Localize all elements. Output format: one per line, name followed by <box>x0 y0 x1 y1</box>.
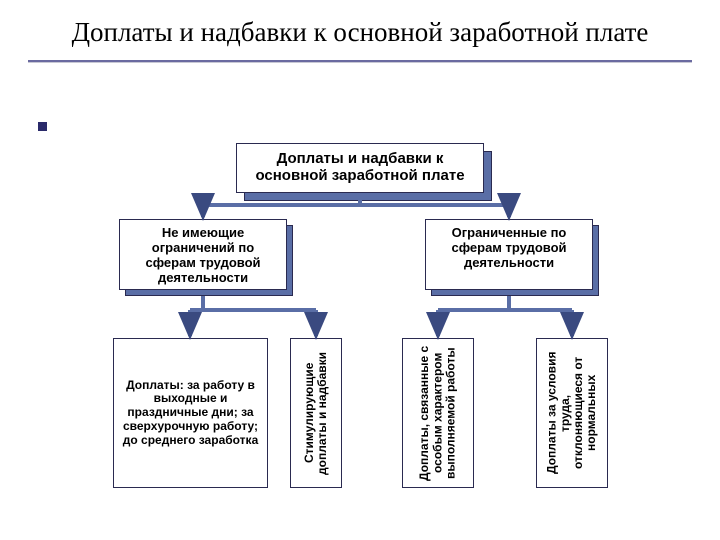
slide-title: Доплаты и надбавки к основной заработной… <box>0 0 720 50</box>
l2-left-box: Не имеющие ограничений по сферам трудово… <box>119 219 287 290</box>
title-underline <box>28 60 692 63</box>
leaf-1: Доплаты: за работу в выходные и празднич… <box>113 338 268 488</box>
root-box: Доплаты и надбавки к основной заработной… <box>236 143 484 193</box>
leaf-2: Стимулирующие доплаты и надбавки <box>290 338 342 488</box>
leaf-3: Доплаты, связанные с особым характером в… <box>402 338 474 488</box>
l2-right-box: Ограниченные по сферам трудовой деятельн… <box>425 219 593 290</box>
connectors <box>0 0 720 540</box>
leaf-4: Доплаты за условия труда, отклоняющиеся … <box>536 338 608 488</box>
bullet-icon <box>38 122 47 131</box>
